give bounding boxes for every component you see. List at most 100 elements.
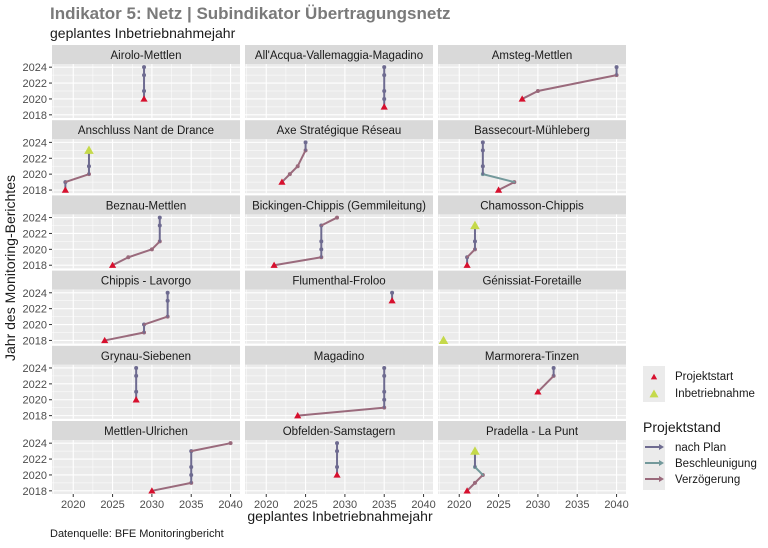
chart-subtitle: geplantes Inbetriebnahmejahr (50, 25, 236, 41)
projektstart-marker (388, 297, 396, 304)
y-tick-label: 2024 (23, 363, 47, 375)
inbetriebnahme-marker (470, 220, 480, 230)
report-point (303, 140, 308, 145)
projektstart-marker (61, 186, 69, 193)
y-tick-label: 2022 (23, 304, 47, 316)
x-tick-label: 2040 (411, 499, 435, 511)
facet-title: Grynau-Siebenen (101, 351, 191, 363)
facet-strip (438, 345, 626, 365)
projektstart-marker (494, 186, 503, 193)
facet-title: Airolo-Mettlen (111, 50, 182, 62)
facet-panel: Mettlen-Ulrichen 2018 2020 2022 2024 2020 2025… (23, 421, 243, 511)
report-point (228, 441, 233, 446)
y-tick-label: 2018 (23, 185, 47, 197)
y-tick-label: 2022 (23, 153, 47, 165)
facet-strip (438, 120, 626, 140)
facet-title: Bassecourt-Mühleberg (474, 125, 590, 137)
facet-strip (245, 345, 433, 365)
facet-strip (438, 45, 626, 64)
facet-panel: All'Acqua-Vallemaggia-Magadino (245, 45, 433, 118)
x-tick-label: 2020 (61, 499, 85, 511)
legend-key-start (650, 373, 658, 380)
facet-panel: Génissiat-Foretaille (438, 270, 626, 345)
report-point (551, 365, 556, 370)
facet-panel: Chamosson-Chippis (438, 195, 626, 269)
legend-key-arrow (659, 444, 664, 450)
facet-panel: Obfelden-Samstagern 2020 2025 2030 2035 2040 (245, 421, 436, 511)
x-tick-label: 2035 (565, 499, 589, 511)
facet-strip (245, 120, 433, 140)
facet-strip (52, 421, 240, 440)
facet-title: Axe Stratégique Réseau (277, 125, 402, 137)
y-tick-label: 2024 (23, 213, 47, 225)
facet-panel: Grynau-Siebenen 2018 2020 2022 2024 (23, 345, 240, 423)
status-segment-beschleunigung (481, 173, 516, 184)
y-tick-label: 2018 (23, 411, 47, 423)
x-tick-label: 2025 (100, 499, 124, 511)
y-tick-label: 2024 (23, 438, 47, 450)
projektstart-marker (132, 396, 140, 403)
inbetriebnahme-marker (84, 145, 94, 154)
report-point (142, 65, 147, 70)
y-tick-label: 2024 (23, 137, 47, 149)
x-tick-label: 2035 (372, 499, 396, 511)
x-tick-label: 2025 (293, 499, 317, 511)
facet-panel: Anschluss Nant de Drance 2018 2020 2022 2024 (23, 120, 240, 197)
facet-panel: Flumenthal-Froloo (245, 270, 433, 344)
x-tick-label: 2035 (179, 499, 203, 511)
y-tick-label: 2022 (23, 228, 47, 240)
legend-label-commissioning: Inbetriebnahme (675, 388, 755, 400)
y-tick-label: 2020 (23, 244, 47, 256)
facet-panel: Airolo-Mettlen 2018 2020 2022 2024 (23, 45, 240, 122)
report-point (165, 290, 170, 295)
facet-strip (52, 270, 240, 290)
facet-title: Flumenthal-Froloo (292, 276, 385, 288)
status-segment-verzoegerung (296, 149, 307, 168)
legend-key-arrow (659, 476, 664, 482)
y-tick-label: 2018 (23, 260, 47, 272)
inbetriebnahme-marker (470, 446, 480, 455)
status-segment-verzoegerung (111, 256, 130, 267)
status-segment-verzoegerung (320, 216, 339, 227)
x-tick-label: 2025 (486, 499, 510, 511)
y-tick-label: 2024 (23, 62, 47, 74)
inbetriebnahme-marker (438, 335, 449, 345)
facet-title: Amsteg-Mettlen (492, 50, 573, 62)
x-tick-label: 2030 (526, 499, 550, 511)
facet-title: Beznau-Mettlen (106, 200, 187, 212)
report-point (480, 140, 485, 145)
status-segment-verzoegerung (536, 374, 555, 393)
facet-strip (438, 421, 626, 440)
x-tick-label: 2020 (254, 499, 278, 511)
status-segment-verzoegerung (127, 248, 153, 259)
projektstart-marker (101, 336, 109, 344)
status-segment-verzoegerung (64, 173, 90, 184)
y-tick-label: 2024 (23, 288, 47, 300)
facet-panel: Marmorera-Tinzen (438, 345, 626, 419)
projektstart-marker (463, 261, 471, 268)
projektstart-marker (463, 487, 471, 494)
facet-title: Génissiat-Foretaille (482, 276, 581, 288)
facet-strip (52, 345, 240, 365)
report-point (614, 65, 619, 70)
facet-panel: Bickingen-Chippis (Gemmileitung) (245, 195, 433, 269)
x-tick-label: 2020 (447, 499, 471, 511)
facet-panel: Magadino (245, 345, 433, 419)
x-tick-label: 2040 (218, 499, 242, 511)
y-tick-label: 2020 (23, 320, 47, 332)
facet-panel: Chippis - Lavorgo 2018 2020 2022 2024 (23, 270, 240, 347)
legend-key-commissioning (649, 389, 659, 398)
y-tick-label: 2020 (23, 395, 47, 407)
report-point (382, 365, 387, 370)
projektstart-marker (380, 103, 388, 110)
legend-status-title: Projektstand (643, 419, 721, 435)
legend-label-verzoegerung: Verzögerung (675, 474, 740, 486)
facet-title: Pradella - La Punt (486, 426, 579, 438)
status-segment-verzoegerung (521, 90, 539, 100)
facet-strip (245, 421, 433, 440)
report-point (335, 215, 340, 220)
facet-title: Chamosson-Chippis (480, 200, 584, 212)
x-axis-label: geplantes Inbetriebnahmejahr (247, 508, 433, 524)
status-segment-verzoegerung (497, 181, 516, 192)
